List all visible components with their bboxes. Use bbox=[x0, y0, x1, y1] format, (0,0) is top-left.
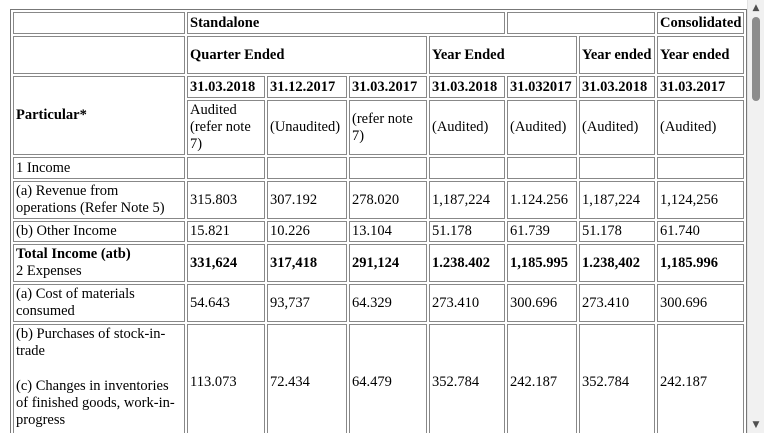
audit-status-cell: (Audited) bbox=[579, 100, 655, 155]
date-header: 31.03.2018 bbox=[579, 76, 655, 98]
date-header: 31.03.2018 bbox=[429, 76, 505, 98]
header-blank-cell bbox=[13, 36, 185, 74]
consolidated-year-ended-header: Year ended bbox=[579, 36, 655, 74]
value-cell: 1,185.996 bbox=[657, 244, 745, 282]
year-ended-header: Year Ended bbox=[429, 36, 577, 74]
row-label-revenue: (a) Revenue from operations (Refer Note … bbox=[13, 181, 185, 219]
audit-status-cell: (refer note 7) bbox=[349, 100, 427, 155]
value-cell: 51.178 bbox=[429, 221, 505, 242]
value-cell: 1.238,402 bbox=[579, 244, 655, 282]
date-header: 31.03.2018 bbox=[187, 76, 265, 98]
audit-status-cell: (Unaudited) bbox=[267, 100, 347, 155]
value-cell: 51.178 bbox=[579, 221, 655, 242]
value-cell: 13.104 bbox=[349, 221, 427, 242]
value-cell: 315.803 bbox=[187, 181, 265, 219]
value-cell: 1,124,256 bbox=[657, 181, 745, 219]
triangle-down-icon[interactable]: ▼ bbox=[752, 420, 760, 430]
value-cell: 54.643 bbox=[187, 284, 265, 322]
audit-status-cell: (Audited) bbox=[429, 100, 505, 155]
value-cell: 307.192 bbox=[267, 181, 347, 219]
value-cell: 61.739 bbox=[507, 221, 577, 242]
standalone-header: Standalone bbox=[187, 12, 505, 34]
audit-status-cell: (Audited) bbox=[507, 100, 577, 155]
table-row: (a) Cost of materials consumed 54.643 93… bbox=[13, 284, 745, 322]
table-row: 1 Income bbox=[13, 157, 745, 179]
value-cell: 300.696 bbox=[657, 284, 745, 322]
expenses-section-label: 2 Expenses bbox=[16, 263, 82, 279]
value-cell: 64.329 bbox=[349, 284, 427, 322]
table-row: Total Income (atb) 2 Expenses 331,624 31… bbox=[13, 244, 745, 282]
value-cell: 278.020 bbox=[349, 181, 427, 219]
value-cell: 72.434 bbox=[267, 324, 347, 433]
value-cell: 1,185.995 bbox=[507, 244, 577, 282]
total-income-label: Total Income (atb) bbox=[16, 246, 131, 262]
table-row: (b) Other Income 15.821 10.226 13.104 51… bbox=[13, 221, 745, 242]
particular-header: Particular* bbox=[13, 76, 185, 155]
value-cell: 10.226 bbox=[267, 221, 347, 242]
date-header: 31.032017 bbox=[507, 76, 577, 98]
financial-results-table: Standalone Consolidated Quarter Ended Ye… bbox=[10, 9, 748, 433]
value-cell: 61.740 bbox=[657, 221, 745, 242]
header-blank-cell bbox=[507, 12, 655, 34]
value-cell: 273.410 bbox=[429, 284, 505, 322]
table-row: (a) Revenue from operations (Refer Note … bbox=[13, 181, 745, 219]
date-header: 31.12.2017 bbox=[267, 76, 347, 98]
value-cell: 1.124.256 bbox=[507, 181, 577, 219]
quarter-ended-header: Quarter Ended bbox=[187, 36, 427, 74]
value-cell: 1,187,224 bbox=[429, 181, 505, 219]
vertical-scrollbar[interactable]: ▲ ▼ bbox=[747, 0, 764, 433]
row-label-other-income: (b) Other Income bbox=[13, 221, 185, 242]
audit-status-cell: Audited (refer note 7) bbox=[187, 100, 265, 155]
value-cell: 242.187 bbox=[507, 324, 577, 433]
header-blank-cell bbox=[13, 12, 185, 34]
row-label-cost-materials: (a) Cost of materials consumed bbox=[13, 284, 185, 322]
document-viewport: Standalone Consolidated Quarter Ended Ye… bbox=[10, 9, 748, 433]
triangle-up-icon[interactable]: ▲ bbox=[752, 3, 760, 13]
changes-label: (c) Changes in inventories of finished g… bbox=[16, 378, 175, 428]
scrollbar-thumb[interactable] bbox=[752, 17, 760, 101]
value-cell: 1,187,224 bbox=[579, 181, 655, 219]
consolidated-header: Consolidated bbox=[657, 12, 745, 34]
date-header: 31.03.2017 bbox=[657, 76, 745, 98]
value-cell: 291,124 bbox=[349, 244, 427, 282]
value-cell: 93,737 bbox=[267, 284, 347, 322]
value-cell: 331,624 bbox=[187, 244, 265, 282]
date-header: 31.03.2017 bbox=[349, 76, 427, 98]
row-label-total-income: Total Income (atb) 2 Expenses bbox=[13, 244, 185, 282]
value-cell: 273.410 bbox=[579, 284, 655, 322]
audit-status-cell: (Audited) bbox=[657, 100, 745, 155]
value-cell: 352.784 bbox=[429, 324, 505, 433]
purchases-label: (b) Purchases of stock-in-trade bbox=[16, 326, 166, 359]
row-label-purchases-changes: (b) Purchases of stock-in-trade (c) Chan… bbox=[13, 324, 185, 433]
value-cell: 352.784 bbox=[579, 324, 655, 433]
value-cell: 15.821 bbox=[187, 221, 265, 242]
value-cell: 113.073 bbox=[187, 324, 265, 433]
value-cell: 64.479 bbox=[349, 324, 427, 433]
row-label-income: 1 Income bbox=[13, 157, 185, 179]
consolidated-year-ended-header: Year ended bbox=[657, 36, 745, 74]
value-cell: 1.238.402 bbox=[429, 244, 505, 282]
value-cell: 317,418 bbox=[267, 244, 347, 282]
value-cell: 300.696 bbox=[507, 284, 577, 322]
table-row: (b) Purchases of stock-in-trade (c) Chan… bbox=[13, 324, 745, 433]
value-cell: 242.187 bbox=[657, 324, 745, 433]
